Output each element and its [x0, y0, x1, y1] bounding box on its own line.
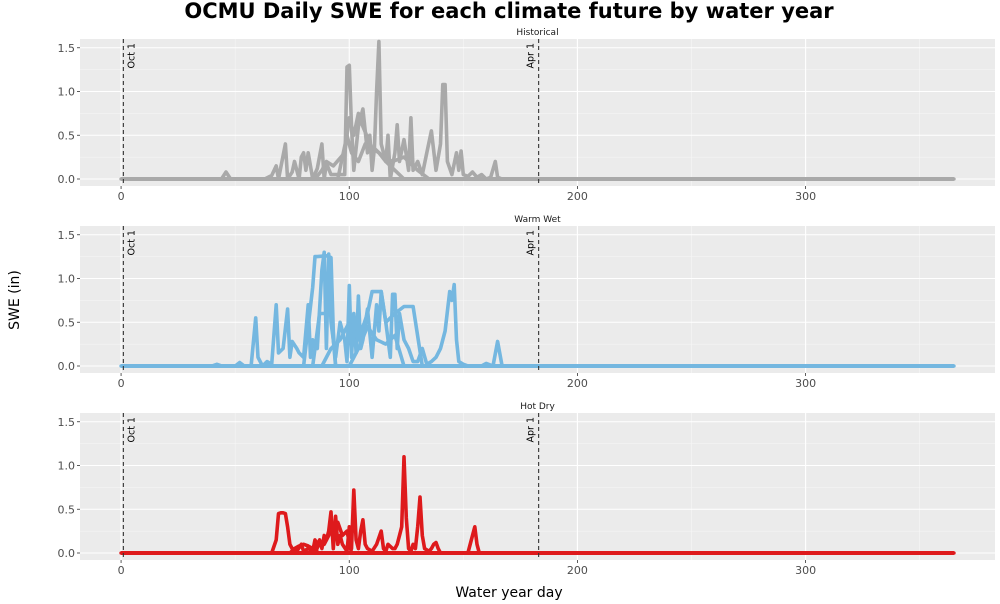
panel-historical: Historical 0.0 0.5 1.0 1.5 0 100 200 300 Oct 1 Apr…: [58, 28, 995, 203]
y-tick-label: 0.5: [58, 503, 76, 516]
series-line: [335, 133, 431, 181]
y-tick-label: 0.0: [58, 173, 76, 186]
x-tick-label: 300: [795, 564, 816, 577]
panel-background: [80, 413, 995, 560]
x-tick-label: 0: [118, 564, 125, 577]
x-tick-label: 300: [795, 190, 816, 203]
y-tick-label: 0.0: [58, 547, 76, 560]
y-tick-label: 0.0: [58, 360, 76, 373]
panel-hot-dry: Hot Dry 0.0 0.5 1.0 1.5 0 100 200 300 Oct 1 Apr 1: [58, 402, 995, 577]
y-tick-label: 1.5: [58, 229, 76, 242]
panel-background: [80, 39, 995, 186]
reference-line-label: Apr 1: [526, 417, 537, 443]
panel-title: Historical: [516, 28, 558, 38]
reference-line-label: Apr 1: [526, 43, 537, 69]
x-tick-label: 0: [118, 190, 125, 203]
series-line: [313, 520, 354, 555]
x-tick-label: 100: [339, 377, 360, 390]
chart-title: OCMU Daily SWE for each climate future b…: [184, 0, 834, 23]
y-axis-label: SWE (in): [7, 270, 23, 330]
reference-line-label: Apr 1: [526, 230, 537, 256]
y-tick-label: 1.0: [58, 86, 76, 99]
reference-line-label: Oct 1: [126, 417, 137, 443]
x-axis-label: Water year day: [455, 585, 562, 600]
y-tick-label: 0.5: [58, 316, 76, 329]
series-line: [288, 542, 320, 555]
series-line: [119, 250, 956, 368]
series-line: [310, 311, 338, 368]
x-tick-label: 200: [567, 377, 588, 390]
panel-warm-wet: Warm Wet 0.0 0.5 1.0 1.5 0 100 200 300 Oct 1 Apr 1: [58, 215, 995, 390]
panel-title: Warm Wet: [514, 215, 561, 225]
x-tick-label: 100: [339, 564, 360, 577]
reference-line-label: Oct 1: [126, 43, 137, 69]
series-line: [347, 324, 406, 368]
series-line: [119, 39, 956, 181]
series-line: [313, 111, 406, 181]
panel-title: Hot Dry: [520, 402, 555, 412]
y-tick-label: 1.0: [58, 273, 76, 286]
series-line: [320, 289, 425, 368]
panel-background: [80, 226, 995, 373]
x-tick-label: 0: [118, 377, 125, 390]
y-tick-label: 1.0: [58, 460, 76, 473]
reference-line-label: Oct 1: [126, 230, 137, 256]
x-tick-label: 300: [795, 377, 816, 390]
series-line: [301, 254, 338, 368]
panels-group: Historical 0.0 0.5 1.0 1.5 0 100 200 300 Oct 1 Apr…: [58, 28, 995, 577]
x-tick-label: 200: [567, 190, 588, 203]
series-line: [119, 454, 956, 555]
y-tick-label: 1.5: [58, 42, 76, 55]
y-tick-label: 1.5: [58, 416, 76, 429]
x-tick-label: 200: [567, 564, 588, 577]
y-tick-label: 0.5: [58, 129, 76, 142]
x-tick-label: 100: [339, 190, 360, 203]
